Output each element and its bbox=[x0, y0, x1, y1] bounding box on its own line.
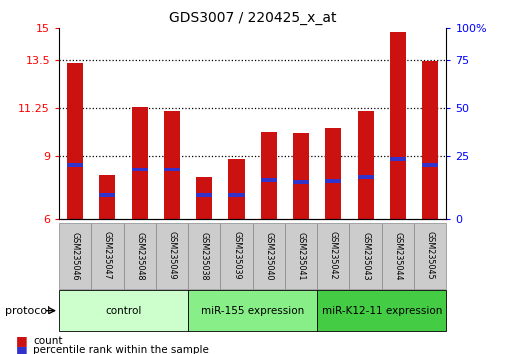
Text: control: control bbox=[105, 306, 142, 316]
Bar bbox=[382, 223, 414, 289]
Bar bbox=[228, 159, 245, 219]
Text: miR-K12-11 expression: miR-K12-11 expression bbox=[322, 306, 442, 316]
Bar bbox=[188, 223, 221, 289]
Bar bbox=[390, 157, 406, 161]
Bar bbox=[261, 132, 277, 219]
Text: GSM235041: GSM235041 bbox=[297, 232, 306, 280]
Text: ■: ■ bbox=[15, 344, 27, 354]
Title: GDS3007 / 220425_x_at: GDS3007 / 220425_x_at bbox=[169, 11, 337, 24]
Bar bbox=[317, 290, 446, 331]
Bar bbox=[390, 32, 406, 219]
Bar bbox=[132, 107, 148, 219]
Bar bbox=[317, 223, 349, 289]
Bar bbox=[67, 164, 83, 167]
Text: count: count bbox=[33, 336, 63, 346]
Bar bbox=[156, 223, 188, 289]
Text: GSM235043: GSM235043 bbox=[361, 232, 370, 280]
Bar bbox=[358, 111, 373, 219]
Bar bbox=[358, 175, 373, 179]
Bar bbox=[59, 290, 188, 331]
Text: GSM235038: GSM235038 bbox=[200, 232, 209, 280]
Bar bbox=[100, 175, 115, 219]
Bar bbox=[188, 290, 317, 331]
Bar bbox=[285, 223, 317, 289]
Bar bbox=[124, 223, 156, 289]
Bar bbox=[221, 223, 252, 289]
Text: GSM235048: GSM235048 bbox=[135, 232, 144, 280]
Bar bbox=[164, 168, 180, 171]
Bar bbox=[164, 111, 180, 219]
Text: GSM235049: GSM235049 bbox=[167, 232, 176, 280]
Bar bbox=[59, 223, 91, 289]
Bar bbox=[293, 133, 309, 219]
Bar bbox=[261, 178, 277, 182]
Bar bbox=[196, 177, 212, 219]
Bar bbox=[91, 223, 124, 289]
Text: GSM235045: GSM235045 bbox=[426, 232, 435, 280]
Text: GSM235044: GSM235044 bbox=[393, 232, 402, 280]
Bar bbox=[325, 179, 342, 183]
Bar bbox=[132, 168, 148, 171]
Bar bbox=[349, 223, 382, 289]
Text: GSM235046: GSM235046 bbox=[71, 232, 80, 280]
Text: percentile rank within the sample: percentile rank within the sample bbox=[33, 346, 209, 354]
Bar bbox=[252, 223, 285, 289]
Bar bbox=[228, 193, 245, 197]
Text: protocol: protocol bbox=[5, 306, 50, 316]
Bar bbox=[196, 193, 212, 197]
Text: GSM235040: GSM235040 bbox=[264, 232, 273, 280]
Bar bbox=[422, 164, 438, 167]
Text: ■: ■ bbox=[15, 334, 27, 347]
Bar bbox=[293, 181, 309, 184]
Bar bbox=[325, 128, 342, 219]
Text: GSM235047: GSM235047 bbox=[103, 232, 112, 280]
Text: GSM235042: GSM235042 bbox=[329, 232, 338, 280]
Bar bbox=[414, 223, 446, 289]
Text: miR-155 expression: miR-155 expression bbox=[201, 306, 304, 316]
Text: GSM235039: GSM235039 bbox=[232, 232, 241, 280]
Bar bbox=[100, 193, 115, 197]
Bar bbox=[422, 61, 438, 219]
Bar bbox=[67, 63, 83, 219]
